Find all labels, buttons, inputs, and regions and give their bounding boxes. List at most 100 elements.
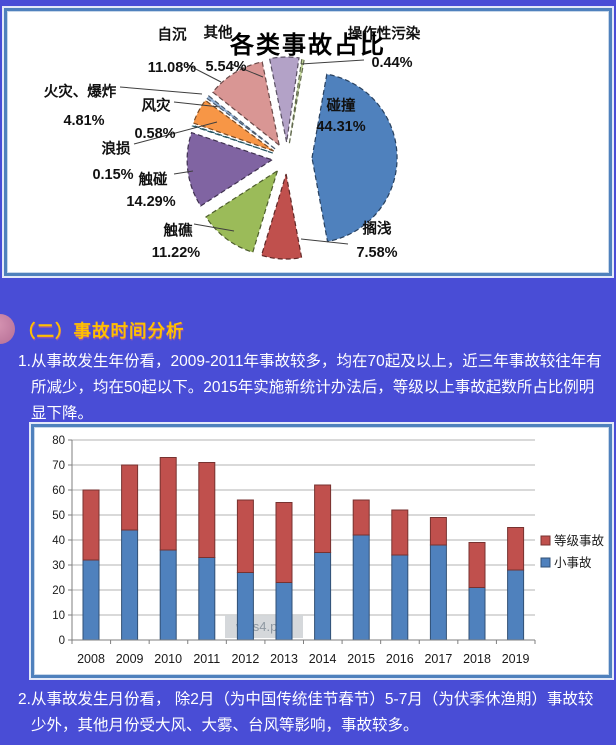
y-axis-label-50: 50 bbox=[52, 510, 65, 522]
bar-segment-2018-小事故 bbox=[468, 587, 486, 641]
x-axis-label-2010: 2010 bbox=[154, 652, 182, 666]
y-axis-label-0: 0 bbox=[59, 635, 65, 647]
y-axis-label-60: 60 bbox=[52, 485, 65, 497]
pie-leader-line-3 bbox=[173, 170, 194, 175]
bar-segment-2010-小事故 bbox=[159, 549, 177, 641]
pie-label-name-7: 自沉 bbox=[157, 27, 187, 44]
list-marker: 1. bbox=[18, 353, 31, 370]
bar-segment-2009-小事故 bbox=[121, 529, 139, 641]
bar-segment-2015-等级事故 bbox=[352, 499, 370, 536]
pie-label-percent-6: 0.58% bbox=[134, 126, 176, 142]
x-axis-label-2012: 2012 bbox=[231, 652, 259, 666]
pie-label-percent-0: 44.31% bbox=[316, 119, 366, 135]
bar-segment-2015-小事故 bbox=[352, 534, 370, 641]
bar-segment-2011-等级事故 bbox=[198, 462, 216, 558]
y-axis-label-40: 40 bbox=[52, 535, 65, 547]
y-axis-label-20: 20 bbox=[52, 585, 65, 597]
svg-text:小事故: 小事故 bbox=[554, 555, 592, 570]
x-axis-label-2013: 2013 bbox=[270, 652, 298, 666]
pie-label-percent-2: 11.22% bbox=[151, 245, 201, 261]
list-marker: 2. bbox=[18, 691, 31, 708]
pie-label-name-3: 触碰 bbox=[138, 172, 168, 189]
pie-chart bbox=[119, 56, 398, 260]
pie-leader-line-4 bbox=[133, 121, 218, 145]
pie-leader-line-7 bbox=[185, 63, 222, 83]
bar-segment-2010-等级事故 bbox=[159, 457, 177, 551]
pie-slice-1 bbox=[260, 173, 303, 260]
pie-leader-line-5 bbox=[119, 86, 203, 95]
pie-label-name-0: 碰撞 bbox=[326, 98, 356, 115]
pie-label-percent-5: 4.81% bbox=[63, 113, 105, 129]
bar-segment-2008-小事故 bbox=[82, 559, 100, 641]
pie-label-percent-8: 5.54% bbox=[205, 59, 247, 75]
bar-segment-2019-等级事故 bbox=[507, 527, 525, 571]
pie-slice-8 bbox=[268, 56, 300, 143]
pie-label-name-8: 其他 bbox=[203, 25, 233, 42]
x-axis-label-2017: 2017 bbox=[424, 652, 452, 666]
pie-slice-9 bbox=[288, 58, 305, 144]
bar-segment-2013-小事故 bbox=[275, 582, 293, 641]
pie-label-name-9: 操作性污染 bbox=[347, 26, 421, 43]
pie-label-percent-3: 14.29% bbox=[126, 194, 176, 210]
paragraph-1: 1. 从事故发生年份看，2009-2011年事故较多，均在70起及以上，近三年事… bbox=[18, 349, 608, 427]
bar-segment-2009-等级事故 bbox=[121, 464, 139, 531]
paragraph-2: 2. 从事故发生月份看， 除2月（为中国传统佳节春节）5-7月（为伏季休渔期）事… bbox=[18, 687, 608, 739]
x-axis-label-2015: 2015 bbox=[347, 652, 375, 666]
pie-label-name-4: 浪损 bbox=[101, 141, 131, 158]
bar-segment-2017-等级事故 bbox=[429, 517, 447, 546]
svg-text:等级事故: 等级事故 bbox=[554, 533, 605, 548]
pie-slice-0 bbox=[311, 73, 398, 243]
bar-segment-2016-小事故 bbox=[391, 554, 409, 641]
pie-label-percent-7: 11.08% bbox=[147, 60, 197, 76]
bar-segment-2012-小事故 bbox=[236, 572, 254, 641]
x-axis-label-2009: 2009 bbox=[116, 652, 144, 666]
pie-chart-title: 各类事故占比 bbox=[230, 32, 386, 59]
pie-slice-3 bbox=[186, 131, 274, 207]
pie-label-percent-9: 0.44% bbox=[371, 55, 413, 71]
pie-slice-7 bbox=[211, 61, 281, 147]
pie-label-percent-4: 0.15% bbox=[92, 167, 134, 183]
pie-label-name-1: 搁浅 bbox=[362, 221, 392, 238]
pie-slice-2 bbox=[205, 169, 279, 253]
pie-leader-line-9 bbox=[300, 59, 365, 65]
bar-segment-2019-小事故 bbox=[507, 569, 525, 641]
x-axis-label-2014: 2014 bbox=[309, 652, 337, 666]
x-axis-label-2019: 2019 bbox=[502, 652, 530, 666]
pie-chart-panel[interactable]: 碰撞 44.31% 搁浅 7.58% 触礁 11.22% 触碰 14.29% 浪损 0.15% 火灾… bbox=[4, 8, 612, 276]
decorative-circle bbox=[0, 314, 15, 344]
paragraph-1-text: 从事故发生年份看，2009-2011年事故较多，均在70起及以上，近三年事故较往… bbox=[31, 353, 602, 422]
pie-leader-line-8 bbox=[230, 63, 264, 78]
bar-segment-2008-等级事故 bbox=[82, 489, 100, 561]
bar-segment-2011-小事故 bbox=[198, 557, 216, 641]
pie-leader-line-2 bbox=[193, 223, 235, 232]
pie-leader-line-6 bbox=[173, 101, 221, 108]
bar-segment-2014-小事故 bbox=[314, 552, 332, 641]
x-axis-label-2011: 2011 bbox=[193, 652, 220, 666]
bar-segment-2012-等级事故 bbox=[236, 499, 254, 573]
y-axis-label-80: 80 bbox=[52, 435, 65, 447]
pie-slice-5 bbox=[192, 99, 275, 152]
bar-segment-2018-等级事故 bbox=[468, 542, 486, 588]
bar-segment-2013-等级事故 bbox=[275, 502, 293, 583]
bar-chart-panel[interactable]: 0 10 20 30 40 50 60 70 80 wps4.png 2008 2009 2010 201… bbox=[31, 424, 612, 678]
pie-label-name-2: 触礁 bbox=[163, 223, 193, 240]
pie-leader-line-1 bbox=[300, 238, 349, 245]
section-heading: （二）事故时间分析 bbox=[18, 321, 185, 341]
x-axis-label-2008: 2008 bbox=[77, 652, 105, 666]
pie-slice-4 bbox=[191, 124, 273, 154]
bar-segment-2016-等级事故 bbox=[391, 509, 409, 556]
y-axis-label-10: 10 bbox=[52, 610, 65, 622]
pie-label-percent-1: 7.58% bbox=[356, 245, 398, 261]
y-axis-label-70: 70 bbox=[52, 460, 65, 472]
pie-slice-6 bbox=[205, 95, 276, 150]
y-axis-label-30: 30 bbox=[52, 560, 65, 572]
pie-label-name-5: 火灾、爆炸 bbox=[43, 84, 117, 101]
legend-item-小事故: 小事故 bbox=[540, 555, 592, 570]
bar-segment-2014-等级事故 bbox=[314, 484, 332, 553]
legend-item-等级事故: 等级事故 bbox=[540, 533, 605, 548]
x-axis-label-2018: 2018 bbox=[463, 652, 491, 666]
x-axis-label-2016: 2016 bbox=[386, 652, 414, 666]
paragraph-2-text: 从事故发生月份看， 除2月（为中国传统佳节春节）5-7月（为伏季休渔期）事故较少… bbox=[31, 691, 594, 734]
